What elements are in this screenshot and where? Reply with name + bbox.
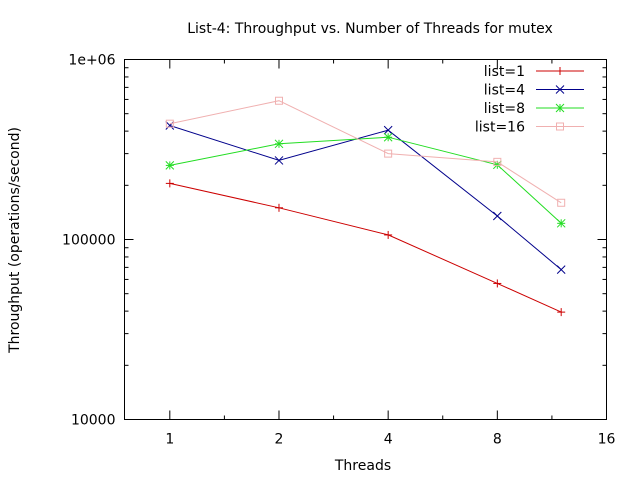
data-point-list-1 xyxy=(493,279,502,288)
data-point-list-4 xyxy=(383,125,393,135)
y-tick-label: 10000 xyxy=(71,413,116,429)
data-point-list-16 xyxy=(384,149,393,158)
legend-entry-list-16: list=16 xyxy=(475,120,584,136)
data-point-list-1 xyxy=(274,203,283,212)
legend-entry-list-4: list=4 xyxy=(484,83,584,99)
legend-label: list=4 xyxy=(484,83,525,99)
x-tick-label: 2 xyxy=(275,432,284,448)
data-point-list-16 xyxy=(557,198,566,207)
series-line-list-4 xyxy=(169,125,562,270)
x-tick-label: 1 xyxy=(165,432,174,448)
data-point-list-16 xyxy=(493,157,502,166)
legend-swatch-marker xyxy=(556,122,564,131)
data-point-list-16 xyxy=(165,119,174,128)
series-list-16 xyxy=(165,96,566,207)
series-line-list-1 xyxy=(169,182,562,313)
series-layer xyxy=(165,96,566,317)
legend-entry-list-8: list=8 xyxy=(484,101,584,117)
data-point-list-1 xyxy=(384,230,393,239)
series-line-list-8 xyxy=(169,136,562,224)
legend-label: list=16 xyxy=(475,120,525,136)
data-point-list-16 xyxy=(274,96,283,105)
x-axis-title: Threads xyxy=(334,458,391,474)
series-list-4 xyxy=(165,121,566,275)
series-list-8 xyxy=(165,132,566,228)
data-point-list-4 xyxy=(556,265,566,275)
legend: list=1 list=4 list=8 list=16 xyxy=(475,64,584,136)
ticks-layer: 10000 100000 1e+06 1 2 4 8 16 xyxy=(62,53,615,448)
data-point-list-8 xyxy=(556,218,566,228)
legend-swatch-marker xyxy=(555,85,565,94)
y-axis-title: Throughput (operations/second) xyxy=(7,127,23,354)
x-tick-label: 8 xyxy=(493,432,502,448)
data-point-list-1 xyxy=(557,308,566,317)
data-point-list-8 xyxy=(165,161,175,170)
series-line-list-16 xyxy=(169,100,562,204)
x-tick-label: 4 xyxy=(384,432,393,448)
legend-swatch-marker xyxy=(556,67,564,75)
legend-label: list=1 xyxy=(484,64,525,80)
legend-entry-list-1: list=1 xyxy=(484,64,584,80)
y-tick-label: 1e+06 xyxy=(68,53,115,69)
data-point-list-1 xyxy=(165,179,174,188)
series-list-1 xyxy=(165,179,566,317)
y-tick-label: 100000 xyxy=(62,233,115,249)
x-tick-label: 16 xyxy=(598,432,616,448)
legend-swatch-marker xyxy=(555,103,565,113)
plot-frame xyxy=(124,59,607,420)
chart-title: List-4: Throughput vs. Number of Threads… xyxy=(187,21,553,37)
data-point-list-8 xyxy=(383,132,393,142)
data-point-list-4 xyxy=(492,211,502,221)
legend-label: list=8 xyxy=(484,101,525,117)
data-point-list-4 xyxy=(274,156,284,165)
data-point-list-8 xyxy=(274,139,284,149)
